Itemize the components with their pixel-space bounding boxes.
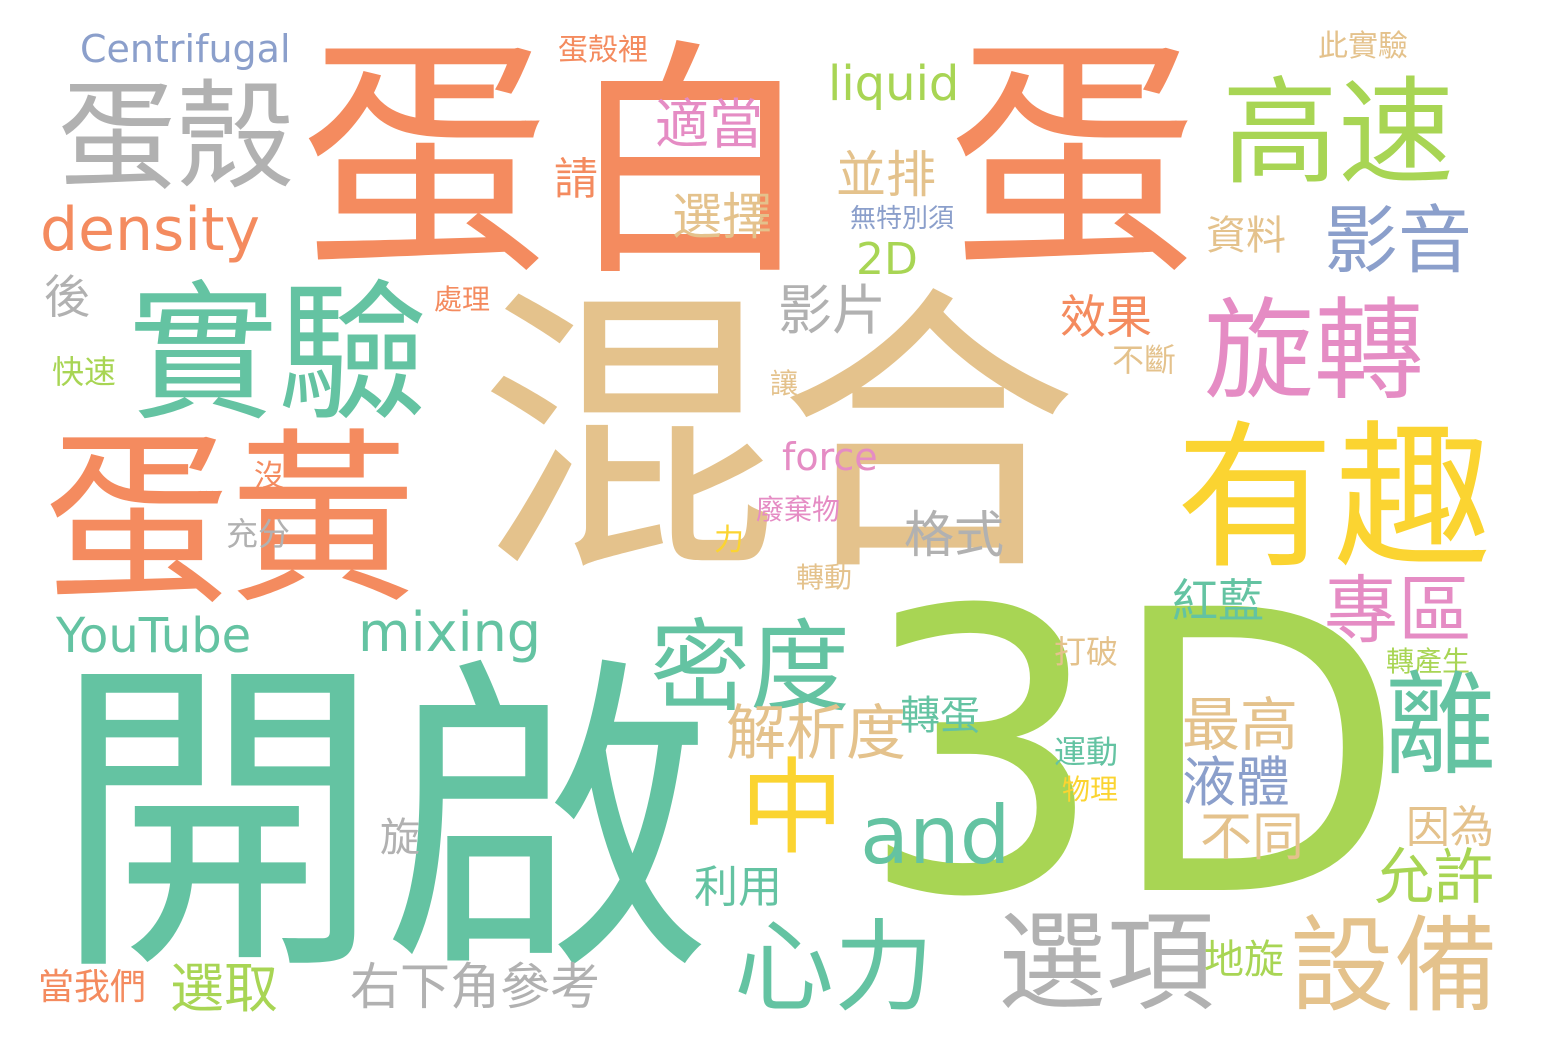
word-butong: 不同: [1200, 808, 1305, 868]
word-shiyan: 實驗: [128, 268, 429, 442]
word-youtube: YouTube: [56, 608, 252, 664]
word-youqu: 有趣: [1176, 407, 1492, 591]
word-zhong: 中: [740, 747, 845, 869]
word-mixing: mixing: [358, 601, 542, 664]
word-chongfen: 充分: [226, 515, 291, 553]
word-feiqiwu: 廢棄物: [756, 493, 841, 526]
word-yinwei: 因為: [1406, 802, 1494, 853]
word-yingyin: 影音: [1324, 198, 1472, 284]
word-2d: 2D: [856, 234, 918, 285]
word-li-2: 離: [1384, 661, 1496, 791]
word-qing: 請: [554, 154, 598, 205]
word-yundong: 運動: [1054, 733, 1119, 771]
word-danke: 蛋殼: [58, 68, 295, 206]
word-li: 力: [714, 523, 744, 558]
word-zhuandong: 轉動: [796, 561, 853, 594]
word-mei: 沒: [254, 459, 284, 494]
word-wutebie: 無特別須: [850, 204, 955, 234]
word-density: density: [40, 195, 260, 265]
word-jiexidu: 解析度: [726, 699, 906, 769]
word-dixuan: 地旋: [1204, 937, 1284, 983]
word-youxiajiao: 右下角參考: [350, 958, 600, 1016]
word-xinli: 心力: [734, 909, 934, 1026]
word-zuigao: 最高: [1182, 691, 1299, 759]
word-xuanqu: 選取: [170, 957, 278, 1020]
word-kaiqi: 開啟: [52, 631, 712, 1015]
word-dapo: 打破: [1054, 633, 1119, 671]
word-cishiyan: 此實驗: [1318, 29, 1408, 64]
word-yunxu: 允許: [1374, 843, 1494, 913]
word-centrifugal: Centrifugal: [80, 27, 291, 71]
word-dan-2: 蛋: [948, 15, 1198, 306]
word-xuanxiang: 選項: [998, 901, 1215, 1026]
word-xuanzhuan: 旋轉: [1204, 287, 1424, 415]
word-rang: 讓: [770, 367, 799, 400]
word-zhuanchansheng: 轉產生: [1386, 645, 1471, 678]
word-yingpian: 影片: [778, 279, 886, 342]
word-yeti: 液體: [1182, 751, 1290, 814]
word-dankeli: 蛋殼裡: [558, 33, 648, 68]
word-bingpai: 並排: [836, 146, 936, 204]
word-gaosu: 高速: [1222, 66, 1454, 201]
word-zhuanqu: 專區: [1324, 568, 1472, 654]
word-force: force: [782, 435, 878, 479]
word-liquid: liquid: [828, 56, 960, 112]
word-chuli: 處理: [434, 283, 491, 316]
word-danhuang: 蛋黃: [44, 412, 417, 629]
word-zhuandan: 轉蛋: [900, 693, 980, 739]
word-shidang: 適當: [655, 93, 763, 156]
word-wuli: 物理: [1062, 773, 1119, 806]
word-hou: 後: [44, 270, 90, 324]
word-ziliao: 資料: [1206, 213, 1286, 259]
word-xuanze: 選擇: [672, 188, 772, 246]
word-dan: 蛋: [300, 15, 550, 306]
word-midu: 密度: [650, 609, 850, 726]
word-liyong: 利用: [694, 862, 782, 913]
word-kuaisu: 快速: [52, 353, 117, 391]
word-xuan: 旋: [380, 815, 420, 861]
word-xiaoguo: 效果: [1060, 290, 1152, 344]
word-bai: 白: [565, 19, 815, 310]
word-dangwomen: 當我們: [38, 967, 147, 1008]
word-hunhe: 混合: [478, 263, 1078, 612]
word-geshi: 格式: [904, 506, 1004, 564]
word-shebei: 設備: [1290, 905, 1499, 1027]
word-3d: 3D: [858, 528, 1407, 982]
word-honglan: 紅藍: [1172, 574, 1264, 628]
word-and: and: [860, 789, 1011, 882]
word-buduan: 不斷: [1112, 341, 1177, 379]
